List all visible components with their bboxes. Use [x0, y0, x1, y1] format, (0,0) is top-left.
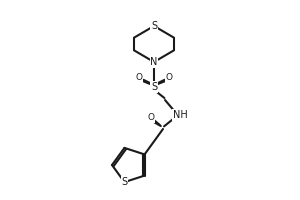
Text: S: S: [151, 82, 157, 92]
Text: N: N: [150, 57, 158, 67]
Text: S: S: [151, 21, 157, 31]
Text: O: O: [166, 73, 172, 82]
Text: O: O: [147, 113, 154, 122]
Text: NH: NH: [172, 110, 188, 120]
Text: S: S: [122, 177, 128, 187]
Text: O: O: [136, 73, 142, 82]
